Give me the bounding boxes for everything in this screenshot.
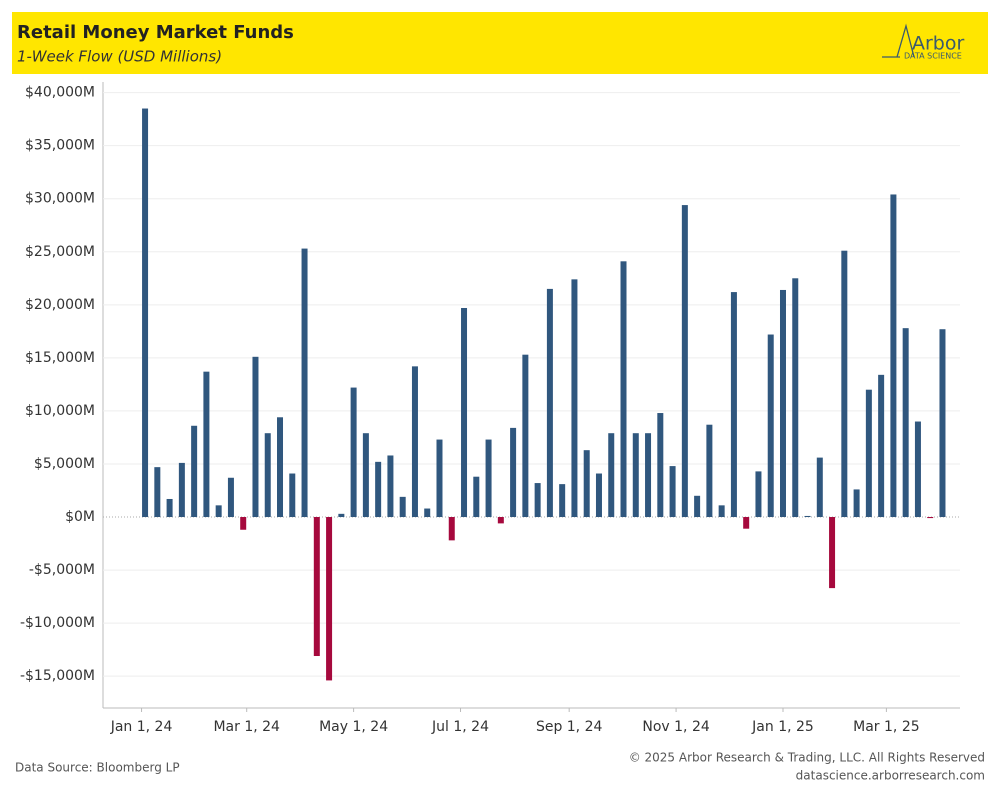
logo-name: Arbor (912, 33, 964, 55)
bar (215, 505, 222, 518)
bar (326, 517, 333, 681)
source-note: Data Source: Bloomberg LP (15, 761, 180, 775)
bar (473, 476, 480, 518)
bar (595, 473, 602, 518)
bar (424, 508, 431, 518)
bar (583, 450, 590, 518)
bar (792, 278, 799, 518)
bar (620, 261, 627, 518)
bar (375, 461, 382, 518)
bar (301, 248, 308, 518)
bar (178, 462, 185, 518)
bar (387, 455, 394, 518)
copyright: © 2025 Arbor Research & Trading, LLC. Al… (629, 751, 985, 765)
bar (510, 427, 517, 518)
bar (841, 250, 848, 518)
bar (608, 433, 615, 518)
bar (571, 279, 578, 518)
bar (902, 328, 909, 518)
bar (816, 457, 823, 518)
bar (399, 496, 406, 518)
y-tick-label: $40,000M (25, 85, 95, 101)
bar (240, 517, 247, 530)
bar (436, 439, 443, 518)
bar (154, 467, 161, 518)
bar (718, 505, 725, 518)
bar (461, 307, 468, 518)
y-tick-label: $20,000M (25, 297, 95, 313)
bar (657, 413, 664, 518)
bar (927, 517, 934, 519)
y-tick-label: $25,000M (25, 244, 95, 260)
bar (853, 489, 860, 518)
bar (829, 517, 836, 589)
bar (227, 477, 234, 518)
bar (191, 425, 198, 518)
bar (546, 288, 553, 518)
bar (779, 289, 786, 518)
bar (522, 354, 529, 518)
bar (878, 374, 885, 518)
y-tick-label: $35,000M (25, 138, 95, 154)
x-tick-label: May 1, 24 (319, 719, 388, 735)
y-tick-label: $5,000M (34, 456, 95, 472)
y-tick-label: -$10,000M (20, 615, 95, 631)
chart-subtitle: 1-Week Flow (USD Millions) (17, 48, 222, 66)
bar (142, 108, 149, 518)
bar (203, 371, 210, 518)
x-tick-label: Mar 1, 24 (213, 719, 280, 735)
bar (166, 498, 173, 518)
url: datascience.arborresearch.com (796, 769, 985, 783)
bar (411, 366, 418, 518)
bar (804, 515, 811, 518)
bar (485, 439, 492, 518)
y-tick-label: $10,000M (25, 403, 95, 419)
bar (730, 292, 737, 518)
bar (497, 517, 504, 524)
bar (767, 334, 774, 518)
bar (694, 495, 701, 518)
y-tick-label: -$5,000M (29, 562, 95, 578)
x-tick-label: Jan 1, 25 (751, 719, 814, 735)
bar (681, 205, 688, 518)
bar (534, 483, 541, 518)
x-tick-label: Sep 1, 24 (536, 719, 603, 735)
bar (865, 389, 872, 518)
bar (632, 433, 639, 518)
bar (264, 433, 271, 518)
bar (252, 356, 259, 518)
bar (645, 433, 652, 518)
bar (890, 194, 897, 518)
x-tick-label: Jan 1, 24 (110, 719, 173, 735)
bar (289, 473, 296, 518)
bar (706, 424, 713, 518)
y-tick-label: $15,000M (25, 350, 95, 366)
chart-title: Retail Money Market Funds (17, 22, 294, 43)
logo-tagline: DATA SCIENCE (904, 52, 962, 61)
header-band (12, 12, 988, 74)
bar (277, 417, 284, 518)
bar (939, 329, 946, 518)
y-tick-label: $0M (65, 509, 95, 525)
x-tick-label: Jul 1, 24 (431, 719, 489, 735)
y-tick-label: $30,000M (25, 191, 95, 207)
bar (669, 466, 676, 518)
bar (350, 387, 357, 518)
bar (755, 471, 762, 518)
bar (743, 517, 750, 529)
logo-mark (882, 23, 915, 58)
x-tick-label: Nov 1, 24 (642, 719, 709, 735)
bar (448, 517, 455, 541)
bar (313, 517, 320, 657)
x-tick-label: Mar 1, 25 (853, 719, 920, 735)
bar (914, 421, 921, 518)
bar (362, 433, 369, 518)
y-tick-label: -$15,000M (20, 668, 95, 684)
bar (338, 513, 345, 518)
bar (559, 484, 566, 518)
